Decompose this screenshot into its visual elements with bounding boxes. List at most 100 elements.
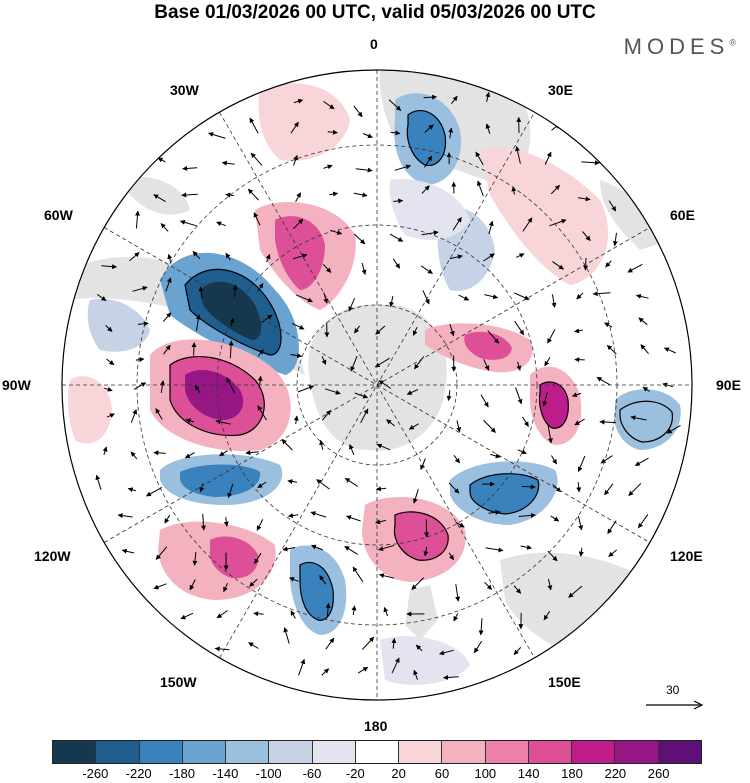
wind-arrow: [133, 382, 147, 390]
wind-arrow: [223, 582, 229, 593]
map-disc-content: [62, 70, 692, 700]
wind-arrow: [104, 386, 113, 392]
wind-arrow: [421, 185, 430, 194]
colorbar-swatch: [658, 741, 701, 763]
wind-arrow: [225, 252, 231, 261]
wind-arrow: [420, 265, 433, 274]
wind-arrow: [325, 602, 331, 618]
wind-arrow: [392, 258, 401, 269]
wind-arrow: [256, 519, 264, 531]
wind-arrow: [153, 583, 167, 590]
wind-arrow: [257, 405, 267, 421]
wind-arrow: [606, 344, 617, 355]
wind-arrow: [160, 380, 165, 393]
wind-arrow: [390, 130, 401, 136]
wind-arrow: [449, 323, 455, 337]
lon-label-150e: 150E: [548, 674, 581, 690]
wind-arrow: [316, 479, 330, 490]
wind-arrow: [179, 219, 197, 227]
wind-arrow: [353, 192, 368, 198]
wind-arrow: [375, 519, 387, 525]
wind-arrow: [352, 566, 364, 583]
wind-arrow: [453, 613, 459, 622]
wind-arrow: [391, 638, 397, 649]
wind-arrow: [354, 392, 369, 399]
wind-arrow: [198, 286, 204, 299]
lon-label-60w: 60W: [44, 207, 73, 223]
lon-label-120e: 120E: [670, 548, 703, 564]
reference-vector: 30: [644, 683, 704, 713]
wind-arrow: [439, 649, 454, 656]
colorbar-tick-label: -140: [212, 766, 239, 781]
wind-arrow: [327, 129, 338, 135]
wind-arrow: [386, 419, 396, 427]
wind-arrow: [102, 446, 108, 456]
new-zealand: [405, 585, 438, 640]
wind-arrow: [135, 357, 145, 363]
wind-arrow: [577, 515, 584, 531]
wind-arrow: [612, 232, 618, 247]
wind-arrow: [599, 419, 617, 425]
wind-arrow: [322, 264, 332, 273]
wind-arrow: [383, 606, 389, 617]
colorbar-tick-label: 100: [474, 766, 497, 781]
colorbar-tick-label: -220: [125, 766, 152, 781]
wind-arrow: [353, 233, 366, 245]
wind-arrow: [257, 375, 263, 389]
colorbar-swatch: [572, 741, 616, 763]
reference-vector-label: 30: [666, 683, 680, 697]
colorbar-tick-label: 220: [604, 766, 627, 781]
wind-arrow: [232, 284, 238, 298]
wind-arrow: [137, 321, 149, 327]
wind-arrow: [325, 637, 335, 650]
wind-arrow: [153, 194, 166, 203]
positive-anomaly-core: [275, 216, 325, 290]
wind-arrow: [424, 124, 434, 133]
wind-arrow: [225, 192, 235, 198]
wind-arrow: [319, 575, 327, 585]
wind-arrow: [254, 552, 262, 565]
colorbar-ticks: -260 -220 -180 -140 -100 -60 -20 20 60 100 140 180 2…: [52, 766, 702, 782]
antarctica: [308, 304, 447, 451]
lon-label-60e: 60E: [670, 207, 695, 223]
colorbar-tick-label: -260: [82, 766, 109, 781]
wind-arrow: [484, 294, 499, 300]
wind-arrow: [145, 486, 163, 497]
colorbar-swatch: [53, 741, 97, 763]
wind-arrow: [449, 254, 463, 260]
wind-arrow: [378, 544, 395, 551]
wind-arrow: [451, 95, 458, 105]
wind-arrow: [344, 545, 358, 555]
wind-arrow: [189, 579, 196, 591]
wind-arrow: [600, 455, 613, 464]
wind-arrow: [516, 253, 525, 258]
wind-arrow: [582, 231, 591, 241]
wind-arrow: [520, 544, 532, 550]
colorbar: [52, 740, 702, 764]
wind-arrow: [346, 515, 361, 522]
lon-label-120w: 120W: [34, 548, 71, 564]
wind-arrow: [518, 512, 536, 518]
wind-arrow: [514, 320, 525, 336]
wind-arrow: [550, 515, 560, 522]
colorbar-tick-label: 60: [434, 766, 450, 781]
wind-arrow: [293, 98, 304, 104]
latitude-circle: [216, 224, 538, 546]
colorbar-tick-label: -60: [302, 766, 322, 781]
wind-arrow: [413, 669, 418, 680]
colorbar-tick-label: -180: [168, 766, 196, 781]
wind-arrow: [229, 317, 235, 327]
wind-arrow: [298, 658, 306, 676]
contour: [393, 511, 449, 561]
wind-arrow: [185, 418, 195, 424]
wind-arrow: [221, 160, 235, 166]
wind-arrow: [228, 340, 234, 359]
wind-arrow: [516, 361, 522, 371]
lon-label-150w: 150W: [160, 674, 197, 690]
wind-arrow: [485, 123, 491, 134]
wind-arrow: [415, 644, 423, 652]
wind-arrow: [379, 573, 395, 579]
positive-anomaly-core: [464, 331, 512, 360]
wind-arrow: [265, 253, 271, 263]
wind-arrow: [412, 489, 419, 504]
